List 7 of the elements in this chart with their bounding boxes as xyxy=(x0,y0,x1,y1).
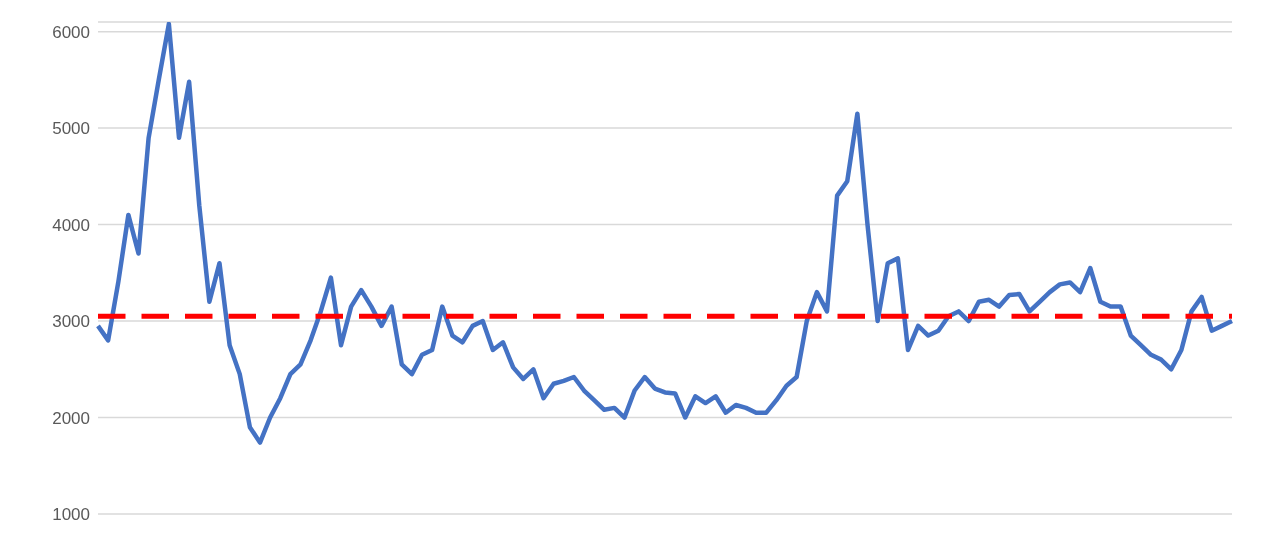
y-tick-label: 5000 xyxy=(52,119,90,139)
y-tick-label: 2000 xyxy=(52,408,90,428)
y-tick-label: 3000 xyxy=(52,312,90,332)
y-tick-label: 6000 xyxy=(52,22,90,42)
y-tick-label: 1000 xyxy=(52,505,90,525)
y-tick-label: 4000 xyxy=(52,215,90,235)
line-series xyxy=(95,22,1235,445)
